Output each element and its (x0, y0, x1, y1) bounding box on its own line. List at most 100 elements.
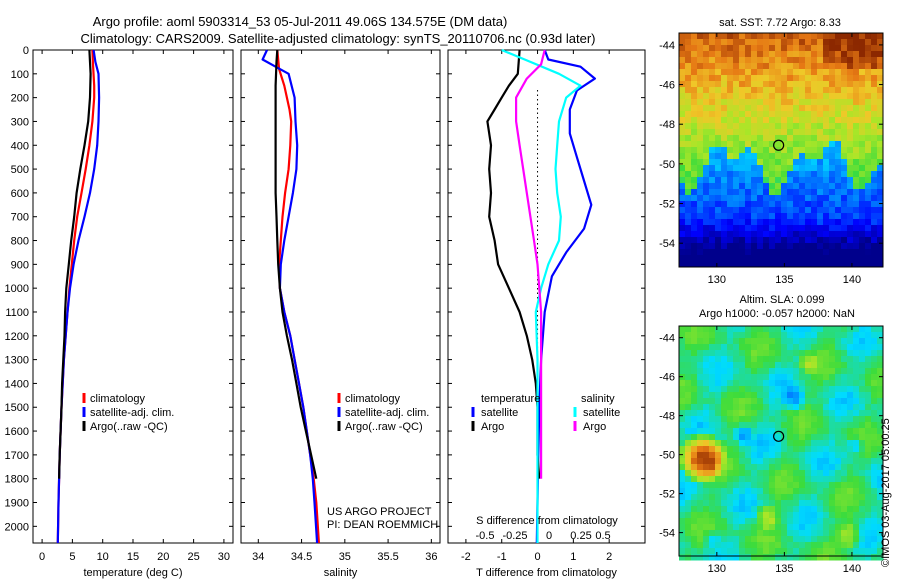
map-cell (841, 398, 848, 405)
map-cell (865, 380, 872, 387)
map-cell (823, 117, 830, 124)
map-cell (739, 201, 746, 208)
map-cell (685, 153, 692, 160)
map-cell (739, 410, 746, 417)
map-cell (775, 512, 782, 519)
map-cell (829, 243, 836, 250)
map-cell (709, 488, 716, 495)
map-cell (733, 141, 740, 148)
map-cell (703, 470, 710, 477)
map-cell (781, 500, 788, 507)
map-cell (727, 500, 734, 507)
map-cell (859, 183, 866, 190)
map-cell (841, 554, 848, 561)
map-cell (859, 482, 866, 489)
map-cell (775, 213, 782, 220)
map-cell (745, 494, 752, 501)
map-cell (853, 171, 860, 178)
map-cell (871, 117, 878, 124)
map-cell (799, 195, 806, 202)
map-cell (679, 99, 686, 106)
map-cell (691, 542, 698, 549)
map-cell (817, 249, 824, 256)
map-cell (685, 374, 692, 381)
map-cell (871, 57, 878, 64)
map-cell (877, 201, 884, 208)
map-cell (757, 183, 764, 190)
map-cell (847, 237, 854, 244)
map-cell (769, 380, 776, 387)
map-cell (739, 63, 746, 70)
map-cell (853, 93, 860, 100)
map-cell (775, 117, 782, 124)
map-cell (859, 249, 866, 256)
map-cell (865, 530, 872, 537)
map-y-tick-label: -52 (659, 489, 675, 501)
map-cell (877, 171, 884, 178)
map-cell (745, 135, 752, 142)
map-cell (733, 530, 740, 537)
map-cell (757, 249, 764, 256)
map-cell (775, 530, 782, 537)
map-cell (757, 243, 764, 250)
map-cell (685, 530, 692, 537)
map-cell (781, 428, 788, 435)
map-cell (823, 63, 830, 70)
map-cell (841, 410, 848, 417)
map-cell (799, 350, 806, 357)
map-cell (775, 249, 782, 256)
map-cell (829, 75, 836, 82)
map-cell (787, 255, 794, 262)
map-cell (805, 524, 812, 531)
map-cell (685, 45, 692, 52)
map-cell (817, 201, 824, 208)
map-cell (787, 171, 794, 178)
map-cell (709, 452, 716, 459)
map-cell (733, 201, 740, 208)
map-cell (685, 141, 692, 148)
map-cell (691, 51, 698, 58)
x-tick-label: 25 (187, 551, 199, 563)
map-cell (841, 153, 848, 160)
plot-frame (447, 49, 646, 544)
map-cell (697, 189, 704, 196)
map-cell (679, 518, 686, 525)
map-cell (775, 201, 782, 208)
map-cell (865, 506, 872, 513)
map-cell (745, 147, 752, 154)
map-cell (739, 243, 746, 250)
map-cell (835, 39, 842, 46)
map-cell (739, 117, 746, 124)
map-cell (691, 129, 698, 136)
map-cell (775, 470, 782, 477)
map-cell (859, 57, 866, 64)
map-cell (841, 141, 848, 148)
map-cell (841, 434, 848, 441)
map-cell (865, 219, 872, 226)
map-cell (721, 494, 728, 501)
map-cell (829, 165, 836, 172)
map-cell (841, 195, 848, 202)
map-cell (871, 356, 878, 363)
map-cell (793, 63, 800, 70)
map-cell (709, 81, 716, 88)
map-cell (805, 231, 812, 238)
map-cell (679, 380, 686, 387)
map-cell (835, 542, 842, 549)
map-cell (829, 410, 836, 417)
map-cell (859, 332, 866, 339)
map-cell (751, 159, 758, 166)
map-cell (781, 93, 788, 100)
y-tick-label: 700 (11, 212, 29, 224)
map-cell (865, 165, 872, 172)
map-cell (805, 123, 812, 130)
map-cell (793, 135, 800, 142)
map-cell (691, 63, 698, 70)
map-cell (763, 33, 770, 40)
map-cell (871, 147, 878, 154)
map-cell (679, 350, 686, 357)
map-cell (865, 338, 872, 345)
map-cell (799, 512, 806, 519)
map-cell (733, 51, 740, 58)
map-cell (751, 386, 758, 393)
